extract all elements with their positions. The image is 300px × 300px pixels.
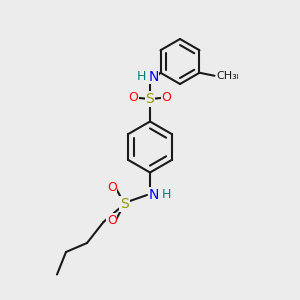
Text: N: N bbox=[148, 188, 159, 202]
Text: H: H bbox=[162, 188, 171, 202]
Text: S: S bbox=[146, 92, 154, 106]
Text: CH₃: CH₃ bbox=[218, 71, 239, 81]
Text: CH₃: CH₃ bbox=[216, 71, 237, 81]
Text: N: N bbox=[148, 70, 159, 83]
Text: O: O bbox=[129, 91, 138, 104]
Text: O: O bbox=[162, 91, 171, 104]
Text: H: H bbox=[137, 70, 146, 83]
Text: O: O bbox=[107, 214, 117, 227]
Text: O: O bbox=[107, 181, 117, 194]
Text: S: S bbox=[120, 197, 129, 211]
